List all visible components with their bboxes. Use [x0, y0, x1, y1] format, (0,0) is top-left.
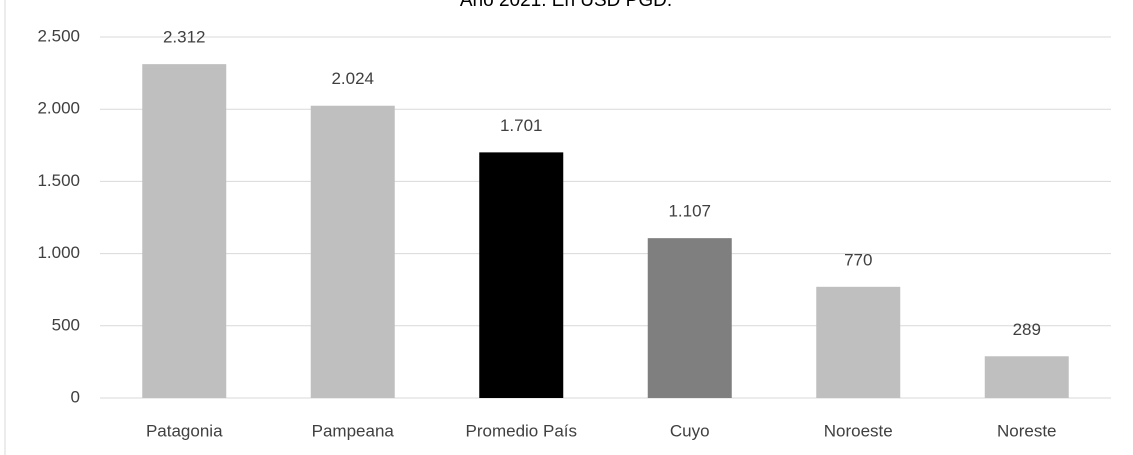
y-tick-label: 500 [52, 315, 80, 334]
x-tick-label: Patagonia [146, 421, 223, 440]
data-label: 2.312 [163, 28, 206, 47]
y-tick-label: 0 [71, 387, 80, 406]
y-tick-label: 2.000 [37, 99, 80, 118]
x-tick-label: Cuyo [670, 421, 710, 440]
y-tick-label: 2.500 [37, 26, 80, 45]
x-tick-label: Noreste [997, 421, 1057, 440]
bar [816, 286, 901, 398]
bar [479, 152, 564, 398]
x-tick-label: Pampeana [312, 421, 395, 440]
data-label: 1.107 [668, 202, 711, 221]
bar [142, 64, 227, 398]
bar [647, 238, 732, 398]
data-label: 1.701 [500, 116, 543, 135]
y-tick-label: 1.000 [37, 243, 80, 262]
bar [310, 105, 395, 398]
data-label: 770 [844, 250, 872, 269]
chart-title: Año 2021. En USD PGD. [460, 0, 672, 11]
x-tick-label: Noroeste [824, 421, 893, 440]
data-label: 289 [1013, 320, 1041, 339]
x-tick-label: Promedio País [466, 421, 578, 440]
bar [984, 356, 1069, 398]
y-tick-label: 1.500 [37, 171, 80, 190]
data-label: 2.024 [331, 69, 374, 88]
